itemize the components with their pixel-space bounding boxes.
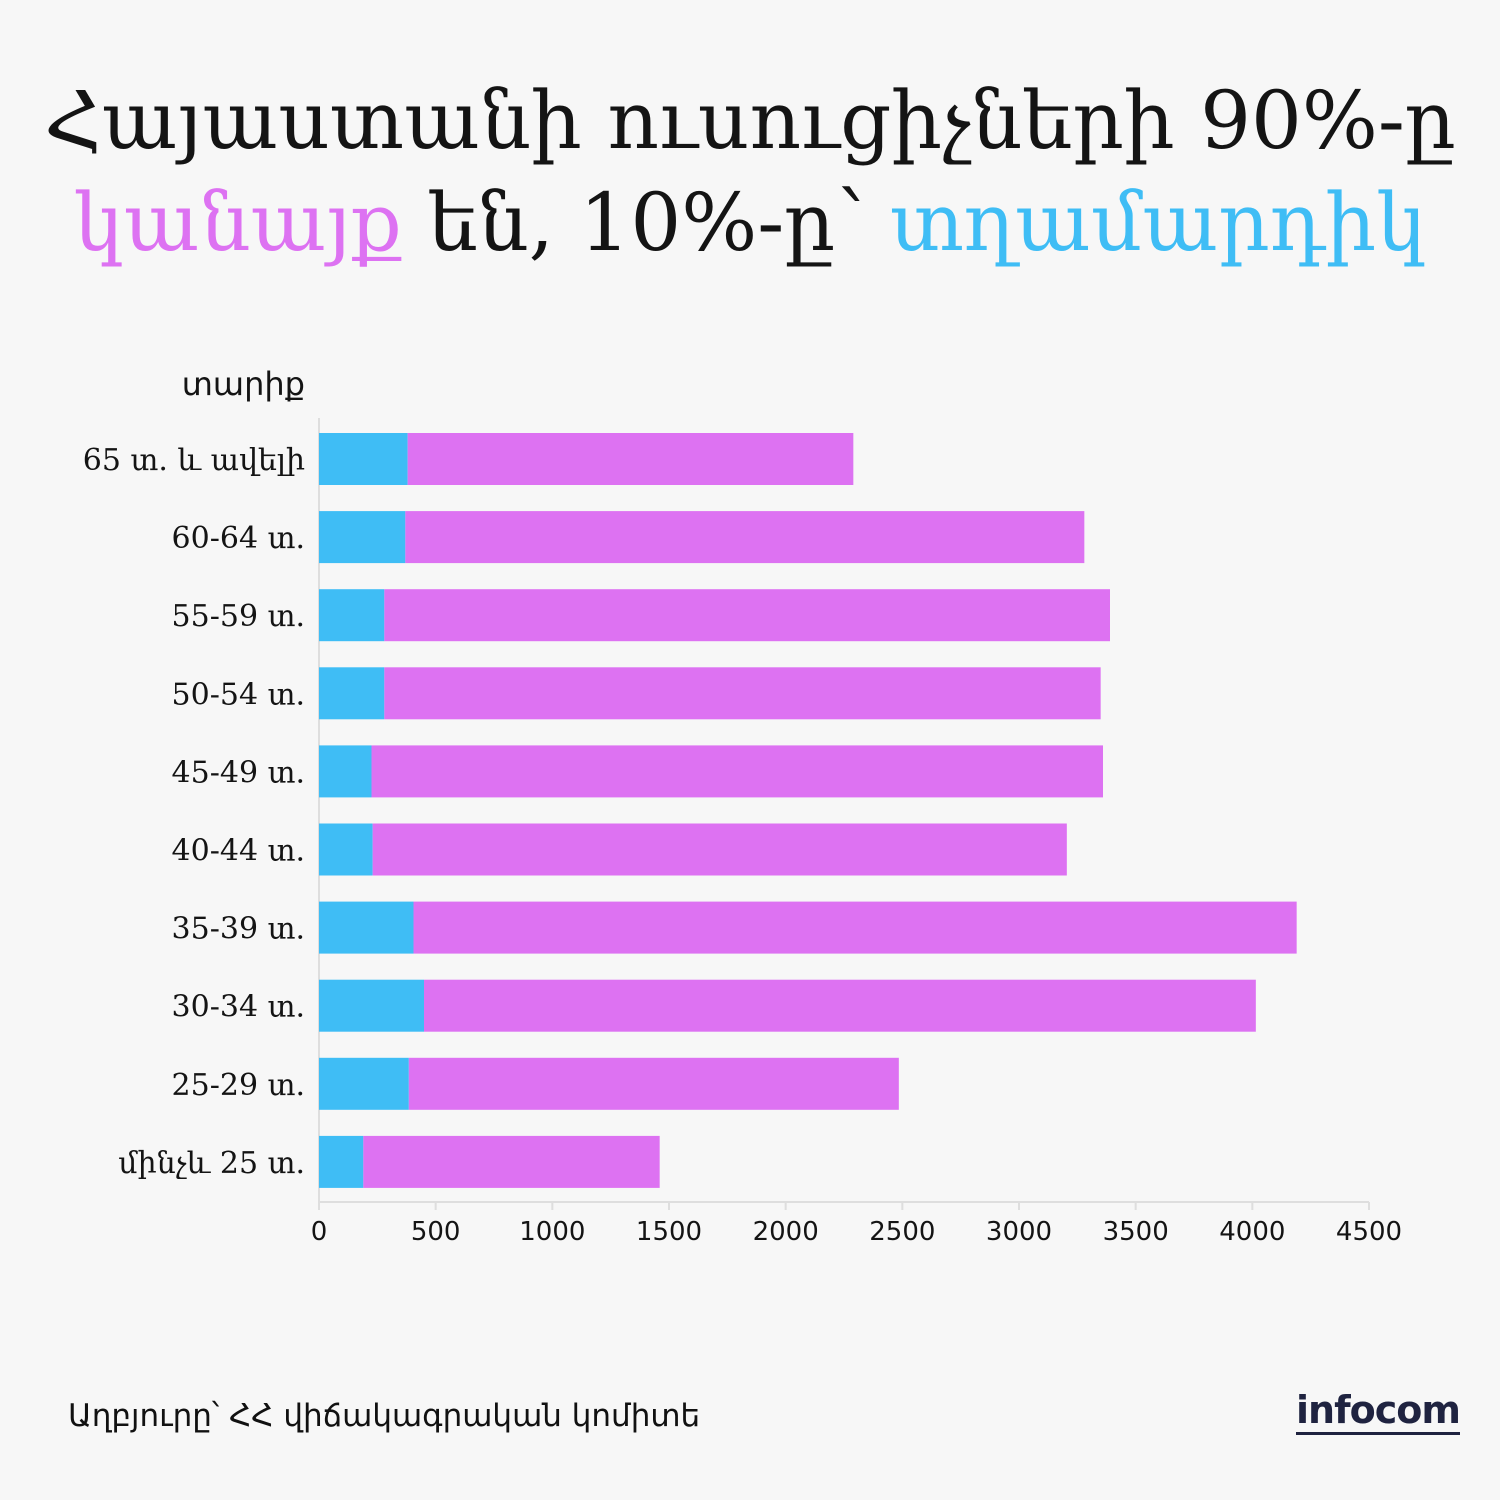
x-tick-label: 1000 [519,1217,585,1247]
title-women-word: կանայք [73,176,403,269]
category-label: 55-59 տ. [172,599,305,634]
category-label: 35-39 տ. [172,912,305,947]
bar-segment-women [384,589,1110,642]
bar-segment-women [405,511,1085,564]
x-tick-label: 4000 [1219,1217,1285,1247]
title-men-word: տղամարդիկ [889,176,1427,269]
bar-segment-men [319,667,385,720]
x-tick-label: 2500 [869,1217,935,1247]
bar-segment-men [319,745,372,798]
bar-segment-women [384,667,1101,720]
x-tick-label: 0 [311,1217,328,1247]
bar-segment-men [319,589,385,642]
bar-segment-women [408,1057,899,1110]
x-tick-label: 1500 [636,1217,702,1247]
title-line-2: կանայք են, 10%-ը՝ տղամարդիկ [0,172,1500,274]
category-label: 65 տ. և ավելի [83,443,305,478]
bar-segment-men [319,979,424,1032]
chart-title: Հայաստանի ուսուցիչների 90%-ը կանայք են, … [0,70,1500,274]
bar-segment-men [319,823,373,876]
infocom-logo: infocom [1296,1388,1461,1435]
x-tick-label: 4500 [1336,1217,1402,1247]
bar-segment-women [363,1135,660,1188]
bar-segment-men [319,1135,364,1188]
bar-segment-women [413,901,1297,954]
bar-segment-women [372,823,1067,876]
source-note: Աղբյուրը՝ ՀՀ վիճակագրական կոմիտե [68,1398,701,1434]
bar-segment-women [407,433,854,485]
bar-segment-men [319,1057,409,1110]
category-label: 30-34 տ. [172,990,305,1025]
category-label: մինչև 25 տ. [118,1146,305,1181]
bar-segment-men [319,433,408,485]
x-tick-label: 2000 [753,1217,819,1247]
category-label: 45-49 տ. [172,755,305,790]
bar-segment-women [371,745,1103,798]
stacked-bar-chart: 0 500 1000 1500 2000 2500 3000 3500 4000 4500 65 տ… [83,365,1402,1247]
x-tick-label: 500 [411,1217,461,1247]
category-label: 50-54 տ. [172,677,305,712]
y-axis-label: տարիք [182,365,305,403]
x-tick-label: 3000 [986,1217,1052,1247]
bar-segment-men [319,901,414,954]
bar-segment-men [319,511,406,564]
x-tick-label: 3500 [1103,1217,1169,1247]
title-line-1: Հայաստանի ուսուցիչների 90%-ը [44,74,1456,167]
category-label: 40-44 տ. [172,834,305,869]
category-label: 25-29 տ. [172,1068,305,1103]
category-label: 60-64 տ. [172,521,305,556]
bar-segment-women [424,979,1256,1032]
title-mid-text: են, 10%-ը՝ [402,176,890,269]
